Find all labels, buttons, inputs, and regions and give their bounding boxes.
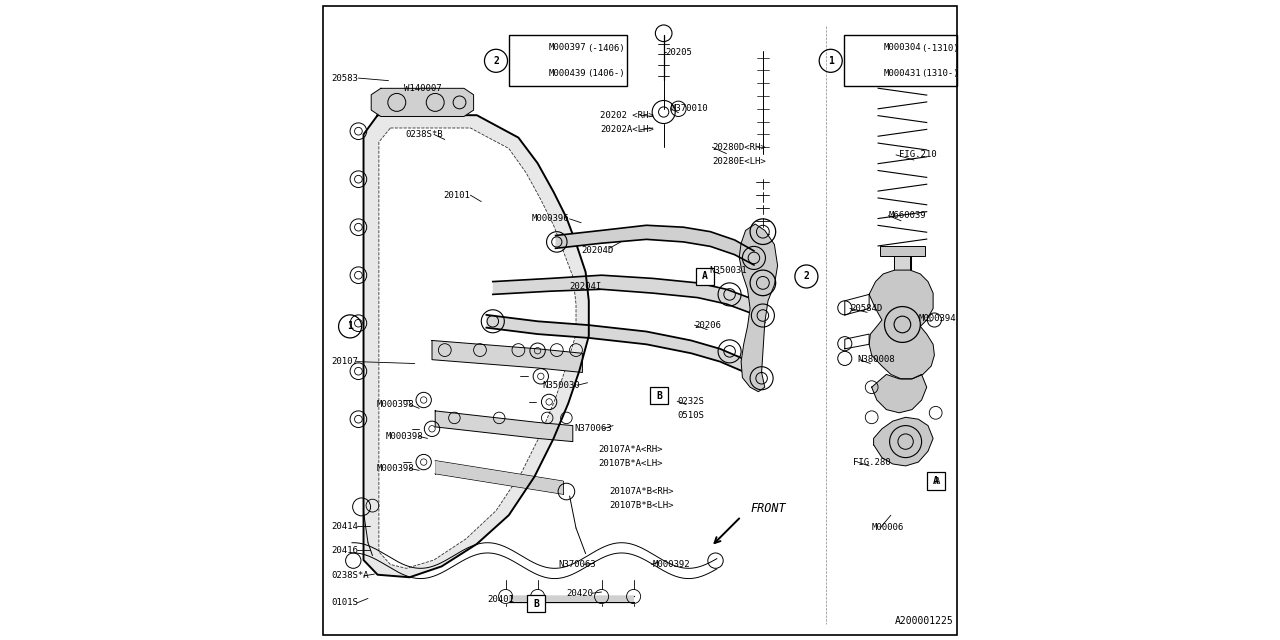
Polygon shape bbox=[435, 411, 573, 442]
Text: 0232S: 0232S bbox=[677, 397, 704, 406]
Text: 20584D: 20584D bbox=[850, 304, 882, 313]
Text: 20107A*B<RH>: 20107A*B<RH> bbox=[609, 487, 673, 496]
Text: 20583: 20583 bbox=[330, 74, 357, 83]
Text: M000396: M000396 bbox=[531, 214, 568, 223]
Bar bbox=[508, 35, 627, 86]
Text: 20401: 20401 bbox=[488, 595, 515, 604]
Text: B: B bbox=[534, 598, 539, 609]
Text: N380008: N380008 bbox=[858, 355, 895, 364]
Text: 0238S*B: 0238S*B bbox=[404, 130, 443, 139]
Text: 20280E<LH>: 20280E<LH> bbox=[712, 157, 765, 166]
Text: N350030: N350030 bbox=[543, 381, 580, 390]
Text: 20416: 20416 bbox=[330, 546, 357, 555]
Text: 2: 2 bbox=[493, 56, 499, 66]
Text: W140007: W140007 bbox=[404, 84, 442, 93]
Text: N350031: N350031 bbox=[709, 266, 746, 275]
Text: 2: 2 bbox=[804, 271, 809, 282]
Text: 20202A<LH>: 20202A<LH> bbox=[600, 125, 654, 134]
Text: 20107B*B<LH>: 20107B*B<LH> bbox=[609, 501, 673, 510]
Polygon shape bbox=[435, 461, 563, 494]
Text: M000397: M000397 bbox=[549, 44, 586, 52]
Text: (1310-): (1310-) bbox=[922, 69, 959, 78]
Polygon shape bbox=[556, 225, 754, 265]
Polygon shape bbox=[371, 88, 474, 116]
Polygon shape bbox=[379, 128, 576, 568]
Text: 20204D: 20204D bbox=[581, 246, 613, 255]
Text: 20107B*A<LH>: 20107B*A<LH> bbox=[599, 460, 663, 468]
Text: 20101: 20101 bbox=[444, 191, 470, 200]
Bar bbox=[696, 268, 714, 285]
Bar bbox=[508, 596, 634, 602]
Text: 0101S: 0101S bbox=[330, 598, 357, 607]
Text: M000431: M000431 bbox=[883, 69, 920, 78]
Text: (-1406): (-1406) bbox=[586, 44, 625, 52]
Text: M000398: M000398 bbox=[376, 464, 413, 473]
Text: 20206: 20206 bbox=[694, 321, 721, 330]
Bar bbox=[895, 256, 910, 349]
Text: 1: 1 bbox=[828, 56, 833, 66]
Polygon shape bbox=[364, 115, 589, 577]
Text: M000439: M000439 bbox=[549, 69, 586, 78]
Polygon shape bbox=[874, 417, 933, 466]
Text: N370063: N370063 bbox=[575, 424, 612, 433]
Text: M000394: M000394 bbox=[919, 314, 956, 323]
Polygon shape bbox=[433, 340, 582, 372]
Text: A: A bbox=[703, 271, 708, 282]
Text: 20204I: 20204I bbox=[570, 282, 602, 291]
Text: A: A bbox=[933, 476, 938, 486]
Bar bbox=[650, 387, 668, 404]
Text: 20107: 20107 bbox=[330, 357, 357, 366]
Polygon shape bbox=[486, 315, 762, 384]
Text: M660039: M660039 bbox=[888, 211, 925, 220]
Text: N370063: N370063 bbox=[558, 560, 595, 569]
Text: FIG.280: FIG.280 bbox=[854, 458, 891, 467]
Polygon shape bbox=[869, 270, 934, 379]
Text: FRONT: FRONT bbox=[750, 502, 786, 515]
Text: M00006: M00006 bbox=[872, 524, 904, 532]
Bar bbox=[844, 35, 957, 86]
Polygon shape bbox=[872, 374, 927, 413]
Text: 20414: 20414 bbox=[330, 522, 357, 531]
Bar bbox=[878, 41, 927, 59]
Text: 20107A*A<RH>: 20107A*A<RH> bbox=[599, 445, 663, 454]
Text: M000398: M000398 bbox=[387, 432, 424, 441]
Polygon shape bbox=[740, 224, 777, 392]
Text: FIG.210: FIG.210 bbox=[900, 150, 937, 159]
Text: M000398: M000398 bbox=[376, 400, 413, 409]
Text: 20420: 20420 bbox=[566, 589, 593, 598]
Bar bbox=[527, 595, 545, 612]
Bar bbox=[881, 246, 925, 256]
Text: A200001225: A200001225 bbox=[895, 616, 954, 626]
Text: 0510S: 0510S bbox=[677, 412, 704, 420]
Text: B: B bbox=[657, 390, 662, 401]
Text: M370010: M370010 bbox=[671, 104, 708, 113]
Text: 20280D<RH>: 20280D<RH> bbox=[712, 143, 765, 152]
Text: 1: 1 bbox=[347, 321, 353, 332]
Bar bbox=[927, 472, 945, 490]
Polygon shape bbox=[493, 275, 765, 323]
Text: A: A bbox=[934, 477, 940, 486]
Text: M000392: M000392 bbox=[653, 560, 690, 569]
Text: 20205: 20205 bbox=[666, 48, 692, 57]
Text: 0238S*A: 0238S*A bbox=[330, 572, 369, 580]
Text: 20202 <RH>: 20202 <RH> bbox=[600, 111, 654, 120]
Text: M000304: M000304 bbox=[883, 44, 920, 52]
Text: (-1310): (-1310) bbox=[922, 44, 959, 52]
Text: (1406-): (1406-) bbox=[586, 69, 625, 78]
